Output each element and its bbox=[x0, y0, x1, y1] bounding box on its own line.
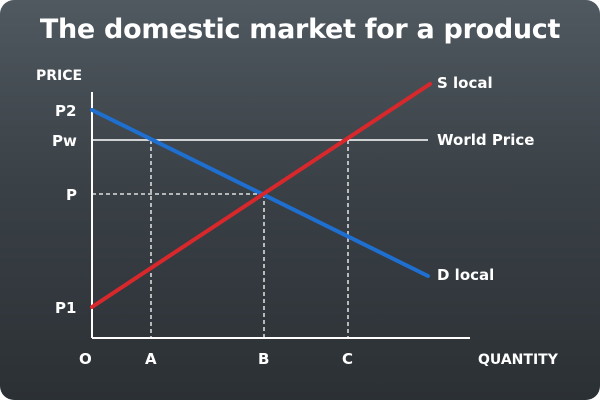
supply-curve bbox=[90, 82, 432, 309]
demand-curve-label: D local bbox=[437, 266, 494, 284]
quantity-label-b: B bbox=[258, 350, 269, 368]
world-price-label: World Price bbox=[437, 131, 534, 149]
demand-curve bbox=[90, 108, 430, 278]
price-label-p1: P1 bbox=[55, 299, 76, 317]
diagram-title: The domestic market for a product bbox=[39, 14, 561, 45]
quantity-label-a: A bbox=[145, 350, 157, 368]
price-label-p: P bbox=[66, 186, 77, 204]
quantity-label-c: C bbox=[342, 350, 353, 368]
supply-curve-label: S local bbox=[437, 74, 493, 92]
y-axis-label: PRICE bbox=[36, 68, 82, 84]
origin-label: O bbox=[79, 350, 92, 368]
x-axis-label: QUANTITY bbox=[478, 352, 559, 368]
price-label-p2: P2 bbox=[55, 102, 76, 120]
price-label-pw: Pw bbox=[52, 132, 77, 150]
